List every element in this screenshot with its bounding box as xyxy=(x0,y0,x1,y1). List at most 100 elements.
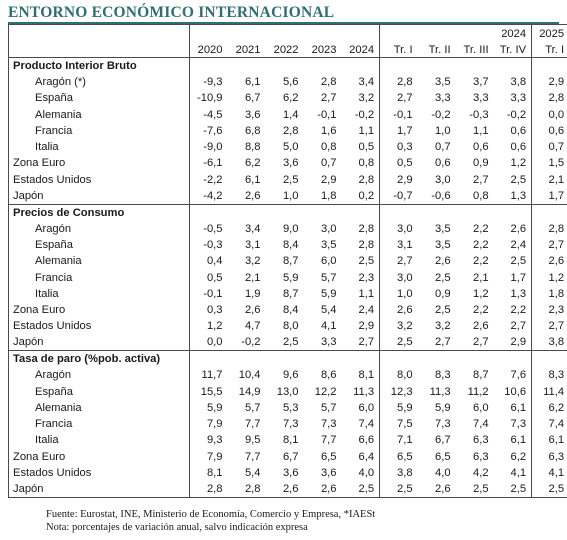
table-cell: 2,9 xyxy=(320,173,337,186)
table-cell: 5,4 xyxy=(320,304,337,317)
table-cell: 1,7 xyxy=(510,271,527,284)
table-row: Italia -9,0 8,8 5,0 0,8 0,5 0,3 0,7 0,6 0,6 0,7 xyxy=(8,138,567,156)
table-cell: 3,5 xyxy=(320,238,337,251)
table-cell: 1,1 xyxy=(473,124,489,137)
table-cell: 1,0 xyxy=(379,285,418,302)
table-cell: 0,8 xyxy=(320,141,337,154)
economic-indicators-table: 2024 2025 2020 2021 2022 2023 2024 Tr. I… xyxy=(8,24,567,499)
table-cell: 0,6 xyxy=(531,122,567,139)
column-header: 2023 xyxy=(303,39,342,58)
table-cell: 6,1 xyxy=(510,401,527,414)
table-cell: 12,3 xyxy=(379,383,418,400)
table-cell: 0,6 xyxy=(510,141,527,154)
table-cell: 6,3 xyxy=(473,434,489,447)
table-cell: 8,7 xyxy=(282,255,299,268)
table-row: Aragón -0,5 3,4 9,0 3,0 2,8 3,0 3,5 2,2 2,6 2,8 xyxy=(8,220,567,237)
table-cell: -0,1 xyxy=(317,108,337,121)
table-cell: -0,6 xyxy=(417,187,456,205)
table-cell: 2,5 xyxy=(531,481,567,499)
table-cell: 0,7 xyxy=(435,141,451,154)
table-cell: 3,3 xyxy=(303,334,342,352)
table-cell: 2,7 xyxy=(379,253,418,270)
table-cell: 8,7 xyxy=(282,287,299,300)
table-row: Zona Euro 0,3 2,6 8,4 5,4 2,4 2,6 2,5 2,2 2,2 2,3 xyxy=(8,301,567,319)
table-cell: 14,9 xyxy=(238,385,261,398)
table-cell: 3,2 xyxy=(244,255,261,268)
table-cell: 2,8 xyxy=(189,481,228,499)
table-cell: 6,0 xyxy=(320,255,337,268)
table-cell: 0,0 xyxy=(531,106,567,123)
table-cell: 2,6 xyxy=(265,481,304,499)
table-cell: -4,2 xyxy=(189,187,228,205)
table-row: Alemania 5,9 5,7 5,3 5,7 6,0 5,9 5,9 6,0 6,1 6,2 xyxy=(8,399,567,417)
table-cell: 7,4 xyxy=(531,416,567,433)
table-cell: 1,1 xyxy=(358,124,375,137)
table-cell: -2,2 xyxy=(189,171,228,188)
table-cell: 7,5 xyxy=(379,416,418,433)
table-cell: 1,2 xyxy=(510,157,527,170)
table-cell: 6,1 xyxy=(510,434,527,447)
row-label: Alemania xyxy=(8,106,190,123)
table-cell: 2,5 xyxy=(435,271,451,284)
note: Nota: porcentajes de variación anual, sa… xyxy=(46,521,308,533)
table-cell: 3,2 xyxy=(358,92,375,105)
table-cell: 6,7 xyxy=(435,434,451,447)
table-cell: 1,7 xyxy=(379,122,418,139)
table-cell: 0,5 xyxy=(379,155,418,172)
table-cell: 9,5 xyxy=(244,434,261,447)
column-header: Tr. I xyxy=(531,39,567,58)
table-cell: 2,2 xyxy=(473,255,489,268)
table-row: España 15,5 14,9 13,0 12,2 11,3 12,3 11,3 11,2 10… xyxy=(8,383,567,400)
table-cell: 2,9 xyxy=(493,334,532,352)
table-cell: 0,6 xyxy=(473,141,489,154)
table-cell: -9,0 xyxy=(189,138,228,156)
column-header: 2024 xyxy=(341,39,380,58)
table-cell: 1,2 xyxy=(531,269,567,286)
table-cell: 1,3 xyxy=(493,187,532,205)
table-cell: 10,4 xyxy=(238,369,261,382)
table-cell: 3,2 xyxy=(435,320,451,333)
table-cell: 11,7 xyxy=(189,367,228,384)
table-cell: 6,7 xyxy=(244,92,261,105)
table-cell: -0,5 xyxy=(189,220,228,237)
table-cell: 3,4 xyxy=(358,75,375,88)
table-cell: 0,4 xyxy=(189,253,228,270)
table-cell: 7,3 xyxy=(282,418,299,431)
table-cell: 15,5 xyxy=(189,383,228,400)
table-cell: 5,0 xyxy=(282,141,299,154)
table-cell: 6,2 xyxy=(244,157,261,170)
table-cell: 2,7 xyxy=(320,92,337,105)
table-cell: 6,1 xyxy=(531,432,567,449)
table-cell: 6,6 xyxy=(358,434,375,447)
table-cell: 8,4 xyxy=(282,304,299,317)
table-row: Estados Unidos -2,2 6,1 2,5 2,9 2,8 2,9 3,0 2,7 2… xyxy=(8,171,567,188)
header-group-2024: 2024 xyxy=(379,24,532,40)
table-cell: 2,8 xyxy=(531,220,567,237)
row-label: Japón xyxy=(8,481,190,499)
header-group-2025: 2025 xyxy=(531,24,567,40)
table-cell: 12,2 xyxy=(314,385,337,398)
table-cell: 7,9 xyxy=(189,416,228,433)
table-cell: 2,8 xyxy=(320,75,337,88)
section-header-row: Tasa de paro (%pob. activa) xyxy=(8,350,567,368)
table-cell: 3,2 xyxy=(379,318,418,335)
table-cell: 5,3 xyxy=(282,401,299,414)
table-cell: 6,3 xyxy=(531,448,567,465)
table-cell: 6,5 xyxy=(435,450,451,463)
table-cell: 2,4 xyxy=(510,238,527,251)
table-cell: 6,5 xyxy=(320,450,337,463)
table-cell: 3,6 xyxy=(282,157,299,170)
table-cell: 8,1 xyxy=(282,434,299,447)
table-cell: 1,9 xyxy=(244,287,261,300)
column-header: 2022 xyxy=(265,39,304,58)
table-cell: -4,5 xyxy=(189,106,228,123)
table-row: Zona Euro -6,1 6,2 3,6 0,7 0,8 0,5 0,6 0,9 1,2 1,5 xyxy=(8,155,567,172)
table-cell: 2,8 xyxy=(358,222,375,235)
table-cell: -0,2 xyxy=(506,108,527,121)
table-cell: 10,6 xyxy=(504,385,527,398)
table-cell: 3,1 xyxy=(244,238,261,251)
row-label: España xyxy=(8,90,190,107)
table-cell: 3,0 xyxy=(320,222,337,235)
table-cell: 2,6 xyxy=(531,253,567,270)
table-cell: 2,5 xyxy=(379,481,418,499)
